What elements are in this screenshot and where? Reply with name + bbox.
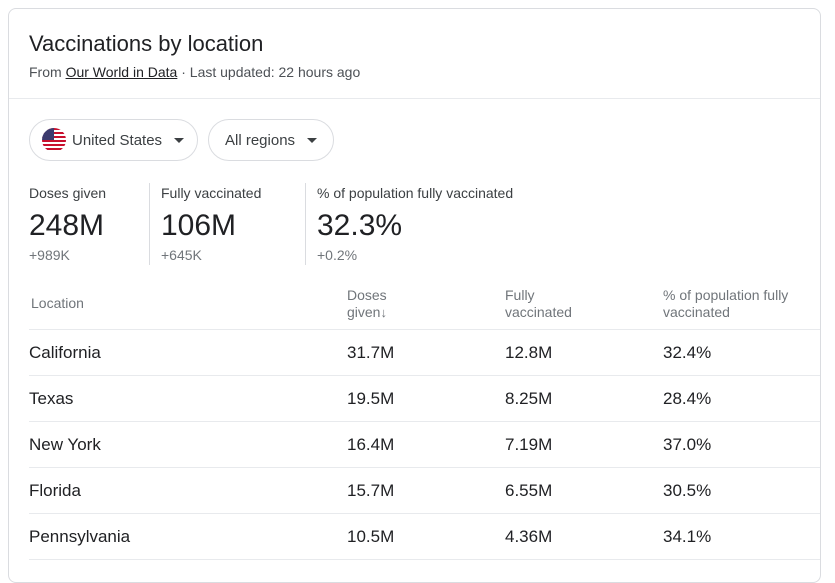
stat-label: Doses given — [29, 185, 107, 201]
caret-down-icon — [307, 137, 318, 143]
table-row[interactable]: Pennsylvania 10.5M 4.36M 34.1% — [29, 513, 820, 560]
cell-percent: 30.5% — [663, 467, 820, 514]
table-row[interactable]: California 31.7M 12.8M 32.4% — [29, 329, 820, 376]
cell-percent: 28.4% — [663, 375, 820, 422]
column-header-fully-vaccinated[interactable]: Fully vaccinated — [505, 283, 663, 330]
cell-fully: 8.25M — [505, 375, 663, 422]
stat-value: 106M — [161, 209, 237, 242]
stat-divider — [149, 183, 150, 265]
header-line: given — [347, 304, 381, 320]
region-label: All regions — [225, 131, 296, 149]
cell-fully: 6.55M — [505, 467, 663, 514]
locations-table: Location Doses given↓ Fully vaccinated — [29, 283, 820, 560]
stat-fully-vaccinated: Fully vaccinated 106M +645K — [161, 185, 261, 263]
cell-location: California — [29, 329, 347, 376]
stat-doses-given: Doses given 248M +989K — [29, 185, 106, 263]
header-line: vaccinated — [663, 304, 730, 320]
header-line: % of population fully — [663, 287, 789, 303]
column-header-location[interactable]: Location — [29, 283, 347, 330]
stat-divider — [305, 183, 306, 265]
cell-percent: 34.1% — [663, 513, 820, 560]
source-prefix: From — [29, 64, 62, 80]
table-row[interactable]: New York 16.4M 7.19M 37.0% — [29, 421, 820, 468]
stat-label: % of population fully vaccinated — [317, 185, 514, 201]
stat-value: 32.3% — [317, 209, 403, 242]
card-subtitle: From Our World in Data · Last updated: 2… — [29, 64, 360, 80]
stat-delta: +989K — [29, 247, 70, 263]
source-link[interactable]: Our World in Data — [65, 64, 178, 80]
cell-fully: 4.36M — [505, 513, 663, 560]
arrow-down-icon: ↓ — [380, 305, 387, 320]
country-label: United States — [72, 131, 163, 149]
stat-label: Fully vaccinated — [161, 185, 262, 201]
stat-delta: +645K — [161, 247, 202, 263]
stat-percent-vaccinated: % of population fully vaccinated 32.3% +… — [317, 185, 513, 263]
header-line: Doses — [347, 287, 387, 303]
last-updated: · Last updated: 22 hours ago — [177, 64, 361, 80]
caret-down-icon — [174, 137, 185, 143]
card-title: Vaccinations by location — [29, 31, 264, 56]
cell-location: Florida — [29, 467, 347, 514]
cell-doses: 16.4M — [347, 421, 505, 468]
cell-location: New York — [29, 421, 347, 468]
region-dropdown[interactable]: All regions — [208, 119, 334, 161]
cell-percent: 32.4% — [663, 329, 820, 376]
column-header-doses-given[interactable]: Doses given↓ — [347, 283, 505, 330]
card-header: Vaccinations by location From Our World … — [9, 9, 820, 99]
country-dropdown[interactable]: United States — [29, 119, 198, 161]
cell-fully: 7.19M — [505, 421, 663, 468]
cell-doses: 15.7M — [347, 467, 505, 514]
table-header-row: Location Doses given↓ Fully vaccinated — [29, 283, 820, 330]
vaccinations-card: Vaccinations by location From Our World … — [8, 8, 821, 583]
us-flag-icon — [42, 128, 66, 152]
stat-value: 248M — [29, 209, 105, 242]
cell-doses: 10.5M — [347, 513, 505, 560]
cell-location: Texas — [29, 375, 347, 422]
table-row[interactable]: Texas 19.5M 8.25M 28.4% — [29, 375, 820, 422]
cell-doses: 31.7M — [347, 329, 505, 376]
cell-location: Pennsylvania — [29, 513, 347, 560]
header-line: vaccinated — [505, 304, 572, 320]
table-row[interactable]: Florida 15.7M 6.55M 30.5% — [29, 467, 820, 514]
cell-fully: 12.8M — [505, 329, 663, 376]
header-line: Fully — [505, 287, 535, 303]
cell-percent: 37.0% — [663, 421, 820, 468]
cell-doses: 19.5M — [347, 375, 505, 422]
column-header-percent-vaccinated[interactable]: % of population fully vaccinated — [663, 283, 820, 330]
stat-delta: +0.2% — [317, 247, 358, 263]
